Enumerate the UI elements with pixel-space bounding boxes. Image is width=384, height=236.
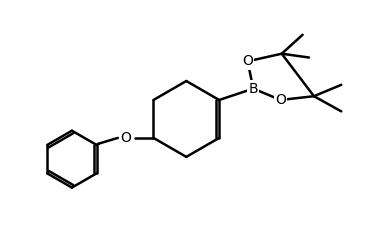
Text: O: O — [242, 54, 253, 68]
Text: O: O — [275, 93, 286, 107]
Text: O: O — [121, 131, 132, 145]
Text: B: B — [248, 82, 258, 96]
